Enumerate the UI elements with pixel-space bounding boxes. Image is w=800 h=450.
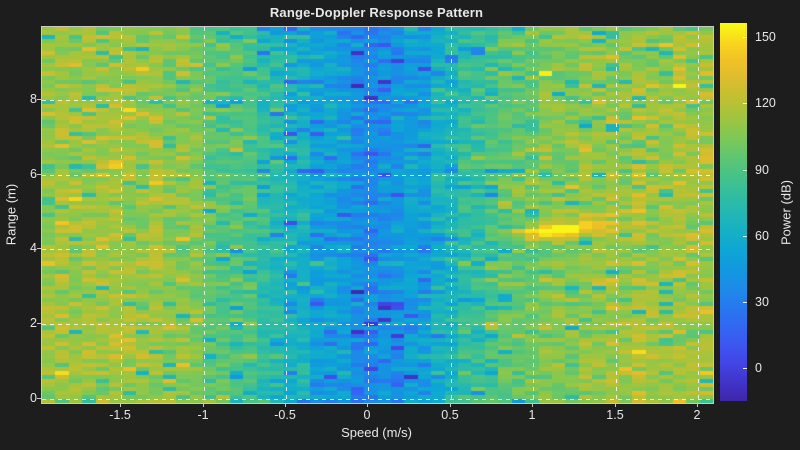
- y-tick-label: 2: [30, 316, 37, 330]
- colorbar-label: Power (dB): [778, 179, 794, 246]
- y-tick-mark: [37, 248, 41, 249]
- chart-title: Range-Doppler Response Pattern: [269, 5, 484, 20]
- colorbar-tick-label: 60: [755, 229, 769, 243]
- y-tick-label: 6: [30, 167, 37, 181]
- x-tick-label: -0.5: [274, 408, 296, 422]
- colorbar-tick-mark: [743, 37, 747, 38]
- colorbar: [720, 23, 747, 401]
- x-tick-label: 0.5: [441, 408, 459, 422]
- y-tick-mark: [37, 398, 41, 399]
- colorbar-tick-mark: [743, 236, 747, 237]
- x-tick-mark: [367, 403, 368, 407]
- colorbar-tick-label: 30: [755, 295, 769, 309]
- x-tick-mark: [285, 403, 286, 407]
- y-tick-label: 8: [30, 92, 37, 106]
- x-tick-mark: [615, 403, 616, 407]
- x-tick-mark: [697, 403, 698, 407]
- colorbar-tick-mark: [743, 302, 747, 303]
- y-tick-label: 4: [30, 241, 37, 255]
- x-tick-mark: [203, 403, 204, 407]
- colorbar-tick-label: 120: [755, 96, 776, 110]
- y-axis-label: Range (m): [3, 183, 19, 246]
- x-axis-label: Speed (m/s): [341, 425, 412, 440]
- heatmap-plot-area: [41, 26, 714, 404]
- x-tick-label: 1.5: [606, 408, 624, 422]
- heatmap-canvas: [42, 27, 713, 403]
- colorbar-tick-mark: [743, 170, 747, 171]
- x-tick-label: -1.5: [109, 408, 131, 422]
- x-tick-label: -1: [197, 408, 209, 422]
- x-tick-mark: [120, 403, 121, 407]
- x-tick-mark: [450, 403, 451, 407]
- x-tick-label: 2: [693, 408, 701, 422]
- x-tick-mark: [532, 403, 533, 407]
- y-tick-mark: [37, 174, 41, 175]
- x-tick-label: 1: [528, 408, 536, 422]
- colorbar-tick-mark: [743, 103, 747, 104]
- y-tick-mark: [37, 99, 41, 100]
- y-tick-mark: [37, 323, 41, 324]
- x-tick-label: 0: [363, 408, 371, 422]
- colorbar-tick-mark: [743, 368, 747, 369]
- colorbar-tick-label: 90: [755, 163, 769, 177]
- colorbar-tick-label: 150: [755, 30, 776, 44]
- y-tick-label: 0: [30, 391, 37, 405]
- colorbar-tick-label: 0: [755, 361, 762, 375]
